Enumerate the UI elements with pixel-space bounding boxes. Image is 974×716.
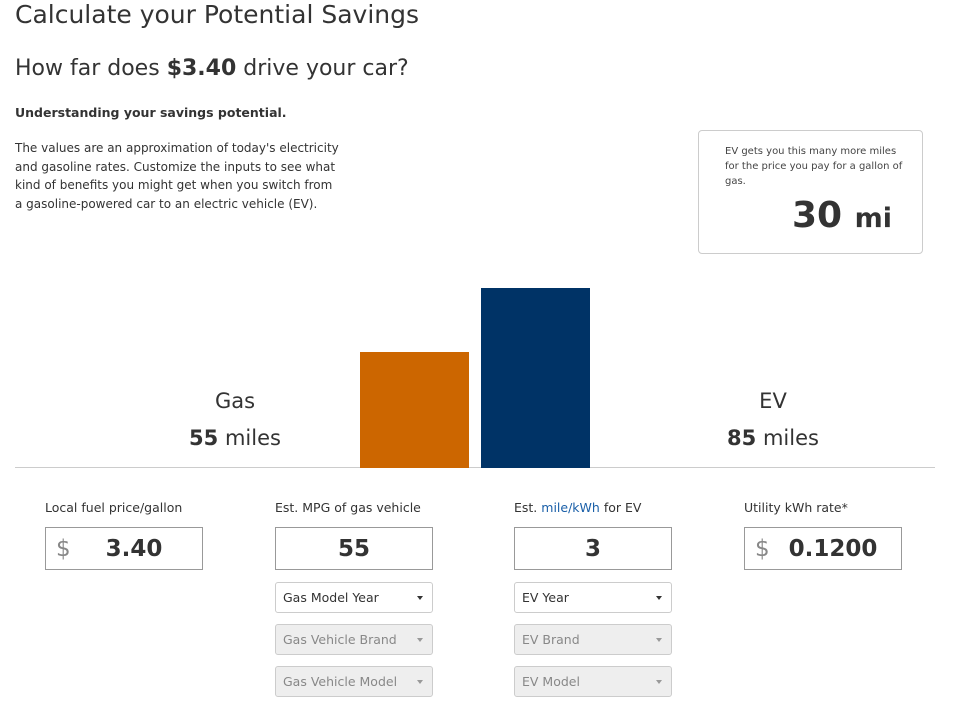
q-price: $3.40	[166, 56, 237, 81]
dropdown: Gas Vehicle Brand	[275, 624, 433, 655]
input[interactable]: 55	[275, 527, 433, 570]
input[interactable]: 3	[514, 527, 672, 570]
question: How far does $3.40 drive your car?	[15, 56, 409, 81]
value-number: 85	[727, 426, 757, 450]
input-value: 55	[337, 535, 370, 562]
callout-unit: mi	[854, 203, 892, 234]
bar	[360, 351, 469, 468]
dropdown: EV Brand	[514, 624, 672, 655]
bar	[481, 288, 590, 468]
input-prefix: $	[755, 535, 770, 562]
label-end: for EV	[603, 500, 642, 515]
field-label: Local fuel price/gallon	[45, 500, 182, 515]
baseline	[15, 467, 935, 468]
intro-heading: Understanding your savings potential.	[15, 105, 287, 120]
value-unit: miles	[762, 426, 819, 450]
title: Calculate your Potential Savings	[15, 0, 420, 29]
callout-text: EV gets you this many more miles for the…	[725, 146, 903, 187]
value-unit: miles	[224, 426, 281, 450]
field-label: Utility kWh rate*	[744, 500, 848, 515]
intro-body: The values are an approximation of today…	[15, 141, 339, 211]
label-text: Est. MPG of gas vehicle	[275, 500, 421, 515]
field-label: Est. MPG of gas vehicle	[275, 500, 421, 515]
input-value: 3.40	[105, 535, 163, 562]
label-text: Est.	[514, 500, 538, 515]
label-text: Local fuel price/gallon	[45, 500, 183, 515]
callout-number: 30	[791, 195, 843, 236]
value-number: 55	[189, 426, 219, 450]
label-link[interactable]: mile/kWh	[541, 500, 600, 515]
input-value: 3	[584, 535, 601, 562]
field-label: Est. mile/kWh for EV	[514, 500, 641, 515]
dropdown: Gas Vehicle Model	[275, 666, 433, 697]
callout: EV gets you this many more miles for the…	[698, 130, 923, 254]
q-after: drive your car?	[243, 56, 409, 81]
label-text: Utility kWh rate*	[744, 500, 848, 515]
category-label: Gas	[214, 389, 256, 413]
dropdown: EV Model	[514, 666, 672, 697]
category-label: EV	[759, 389, 787, 413]
input[interactable]: $3.40	[45, 527, 203, 570]
value-label: 85 miles	[673, 426, 873, 450]
q-before: How far does	[15, 56, 160, 81]
dropdown[interactable]: Gas Model Year	[275, 582, 433, 613]
value-label: 55 miles	[135, 426, 335, 450]
callout-value: 30 mi	[792, 195, 892, 236]
dropdown[interactable]: EV Year	[514, 582, 672, 613]
input[interactable]: $0.1200	[744, 527, 902, 570]
input-prefix: $	[56, 535, 71, 562]
input-value: 0.1200	[788, 535, 878, 562]
